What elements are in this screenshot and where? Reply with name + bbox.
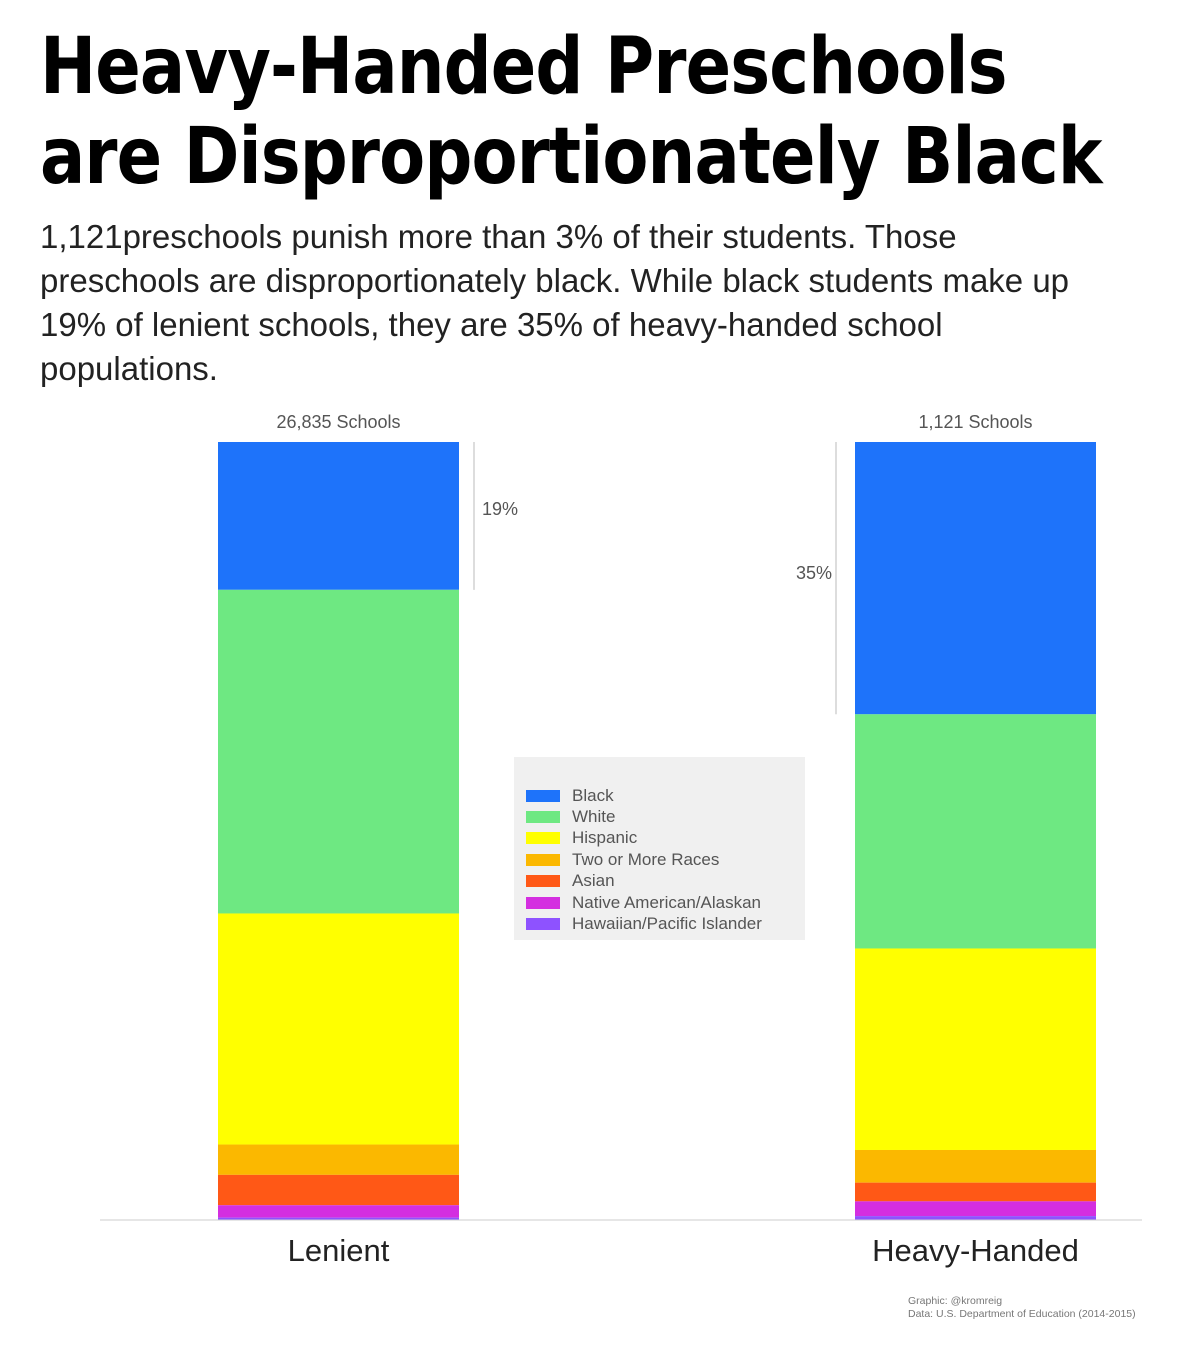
legend-swatch: [526, 853, 560, 866]
legend-label: Hispanic: [572, 828, 638, 848]
annotations-layer: 19% 35%: [473, 442, 837, 715]
legend-swatch: [526, 811, 560, 824]
legend: Black White Hispanic Two or More Races Asian…: [514, 757, 805, 940]
legend-label: Asian: [572, 871, 615, 891]
bar-segment-lenient-native-american-alaskan: [218, 1205, 459, 1218]
bar-segment-lenient-two-or-more-races: [218, 1144, 459, 1175]
bar-segment-lenient-black: [218, 442, 459, 590]
title-line-1: Heavy-Handed Preschools: [40, 22, 1008, 112]
legend-swatch: [526, 789, 560, 802]
bar-segment-heavy-handed-native-american-alaskan: [855, 1201, 1096, 1217]
category-note-heavy-handed: 1,121 Schools: [918, 412, 1032, 432]
x-tick-label-heavy-handed: Heavy-Handed: [872, 1233, 1079, 1268]
legend-swatch: [526, 896, 560, 909]
legend-item-asian: Asian: [526, 871, 805, 892]
title-line-2: are Disproportionately Black: [40, 112, 1103, 202]
bar-segment-heavy-handed-hawaiian-pacific-islander: [855, 1216, 1096, 1220]
legend-item-hawaiian-pacific-islander: Hawaiian/Pacific Islander: [526, 913, 805, 934]
legend-swatch: [526, 875, 560, 888]
bar-segment-lenient-hawaiian-pacific-islander: [218, 1217, 459, 1220]
legend-item-two-or-more-races: Two or More Races: [526, 849, 805, 870]
labels-layer: 26,835 Schools Lenient 1,121 Schools Heavy-…: [276, 412, 1078, 1268]
legend-item-native-american-alaskan: Native American/Alaskan: [526, 892, 805, 913]
annotation-label-lenient: 19%: [482, 499, 518, 519]
bar-segment-heavy-handed-hispanic: [855, 948, 1096, 1150]
bar-segment-heavy-handed-black: [855, 442, 1096, 715]
bar-segment-heavy-handed-asian: [855, 1182, 1096, 1202]
legend-item-black: Black: [526, 785, 805, 806]
bars-layer: [218, 442, 1096, 1220]
legend-label: White: [572, 807, 616, 827]
legend-swatch: [526, 918, 560, 931]
annotation-label-heavy-handed: 35%: [796, 563, 832, 583]
credit-graphic: Graphic: @kromreig: [908, 1295, 1003, 1307]
x-tick-label-lenient: Lenient: [288, 1233, 390, 1268]
stacked-bar-chart: 19% 35% 26,835 Schools Lenient 1,121 School…: [100, 412, 1142, 1268]
bar-segment-lenient-white: [218, 589, 459, 914]
category-note-lenient: 26,835 Schools: [276, 412, 400, 432]
legend-label: Native American/Alaskan: [572, 892, 761, 912]
chart-title: Heavy-Handed Preschools are Disproportio…: [40, 22, 1103, 202]
bar-segment-lenient-hispanic: [218, 913, 459, 1145]
bar-segment-heavy-handed-two-or-more-races: [855, 1149, 1096, 1183]
credits: Graphic: @kromreig Data: U.S. Department…: [908, 1295, 1136, 1321]
chart-subtitle: 1,121preschools punish more than 3% of t…: [40, 218, 1070, 387]
bar-segment-heavy-handed-white: [855, 714, 1096, 949]
legend-swatch: [526, 832, 560, 845]
bar-segment-lenient-asian: [218, 1174, 459, 1206]
legend-label: Two or More Races: [572, 849, 720, 869]
legend-label: Hawaiian/Pacific Islander: [572, 914, 762, 934]
legend-item-hispanic: Hispanic: [526, 828, 805, 849]
legend-item-white: White: [526, 806, 805, 827]
legend-label: Black: [572, 785, 614, 805]
credit-data: Data: U.S. Department of Education (2014…: [908, 1308, 1136, 1320]
